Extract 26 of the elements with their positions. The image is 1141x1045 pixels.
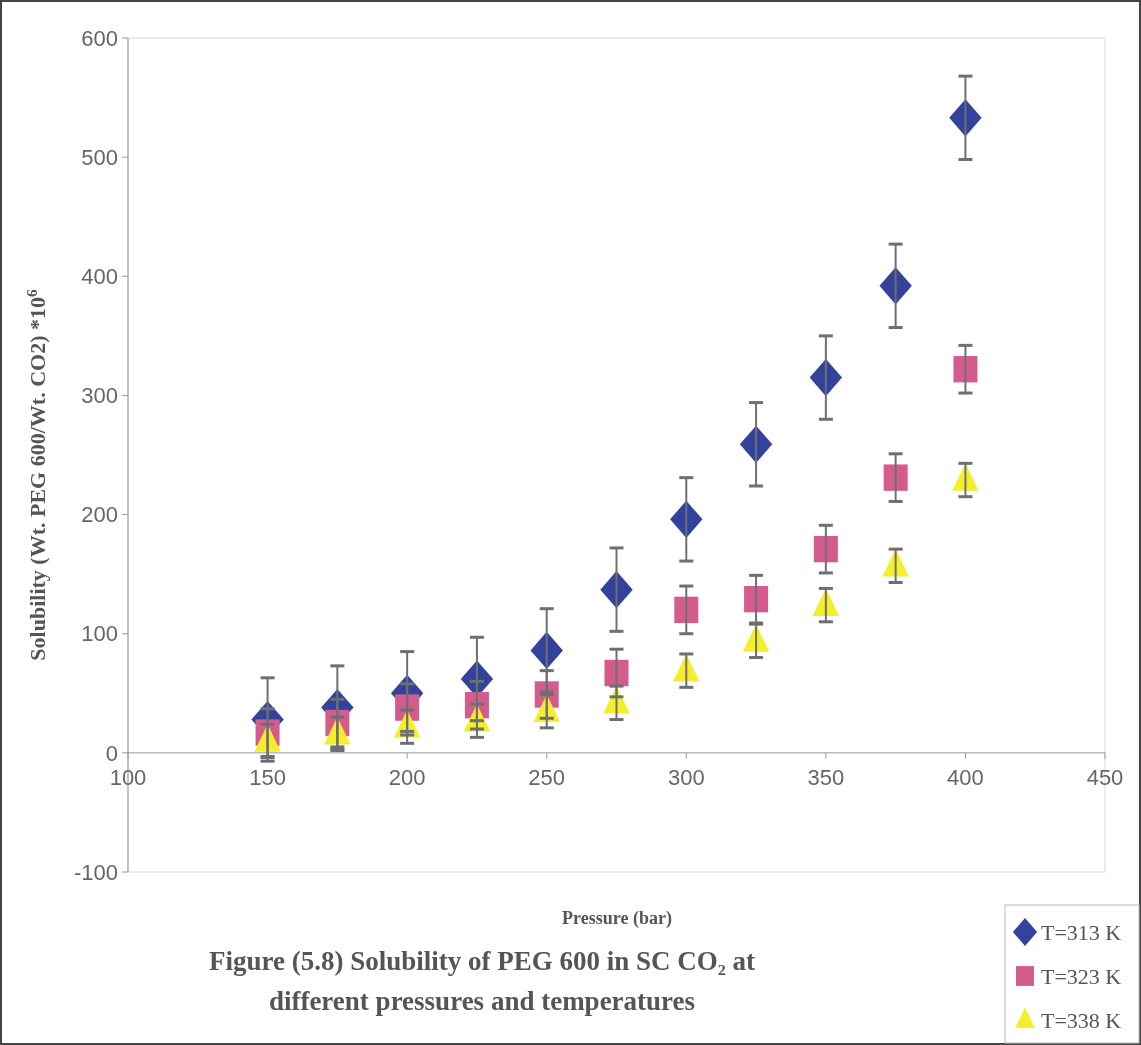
x-tick-label: 300	[667, 764, 705, 790]
y-tick-label: 0	[105, 740, 118, 766]
x-tick-label: 400	[947, 764, 984, 790]
y-tick-label: 200	[81, 502, 118, 528]
y-tick-label: 600	[81, 25, 118, 51]
x-tick-label: 100	[109, 764, 147, 790]
y-tick-label: 500	[81, 144, 118, 170]
point	[674, 596, 699, 624]
legend-label: T=313 K	[1041, 919, 1122, 945]
y-tick-label: 300	[81, 383, 118, 409]
x-tick-label: 350	[807, 764, 845, 790]
text: Figure (5.8) Solubility of PEG 600 in SC CO₂ at different pressures and temperatures	[208, 946, 756, 1016]
point	[813, 535, 838, 563]
x-tick-label: 450	[1086, 764, 1124, 790]
y-tick-label: 400	[81, 263, 118, 289]
legend-label: T=323 K	[1041, 963, 1122, 989]
legend-label: T=338 K	[1041, 1007, 1122, 1033]
x-tick-label: 150	[249, 764, 286, 790]
x-tick-label: 200	[388, 764, 426, 790]
point	[744, 585, 769, 613]
point	[883, 464, 908, 491]
x-tick-label: 250	[528, 764, 566, 790]
x-axis-title: Pressure (bar)	[562, 908, 672, 929]
y-tick-label: 100	[81, 621, 118, 647]
y-tick-label: -100	[73, 859, 118, 885]
point	[953, 356, 978, 383]
